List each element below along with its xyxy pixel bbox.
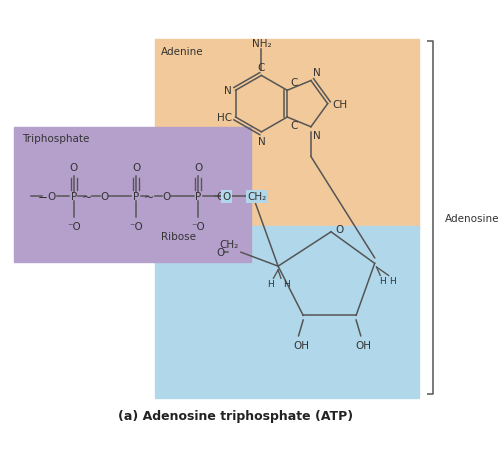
Text: HC: HC (217, 113, 232, 123)
Bar (155, 227, 419, 398)
Text: ⁻O: ⁻O (192, 221, 205, 231)
Text: OH: OH (293, 340, 309, 350)
Text: O: O (222, 192, 231, 202)
Text: OH: OH (355, 340, 371, 350)
Text: P: P (133, 192, 139, 202)
Bar (15, 128, 251, 262)
Text: ~: ~ (81, 190, 92, 203)
Text: N: N (313, 67, 321, 78)
Text: N: N (313, 131, 321, 141)
Text: O: O (216, 248, 225, 257)
Text: −: − (38, 190, 48, 203)
Text: CH₂: CH₂ (247, 192, 267, 202)
Text: NH₂: NH₂ (251, 39, 271, 49)
Text: C: C (290, 121, 297, 130)
Text: ⁻O: ⁻O (67, 221, 81, 231)
Text: P: P (71, 192, 77, 202)
Text: C: C (258, 62, 265, 73)
Text: Ribose: Ribose (161, 231, 196, 241)
Text: ~: ~ (144, 190, 154, 203)
Text: O: O (163, 192, 171, 202)
Text: N: N (224, 86, 232, 96)
Text: Adenine: Adenine (161, 47, 204, 57)
Bar (155, 39, 419, 230)
Text: H: H (390, 277, 396, 286)
Text: Adenosine: Adenosine (445, 213, 500, 224)
Text: H: H (267, 280, 274, 289)
Text: C: C (290, 78, 297, 88)
Text: O: O (217, 192, 225, 202)
Text: ⁻O: ⁻O (129, 221, 143, 231)
Text: P: P (195, 192, 202, 202)
Text: H: H (283, 280, 289, 289)
Text: Triphosphate: Triphosphate (22, 134, 89, 144)
Text: (a) Adenosine triphosphate (ATP): (a) Adenosine triphosphate (ATP) (118, 409, 353, 422)
Text: O: O (132, 163, 140, 173)
Text: O: O (70, 163, 78, 173)
Text: H: H (380, 277, 386, 286)
Text: CH: CH (332, 100, 347, 109)
Text: CH₂: CH₂ (220, 240, 239, 250)
Text: O: O (336, 224, 344, 235)
Text: N: N (258, 136, 265, 146)
Text: O: O (194, 163, 203, 173)
Text: O: O (100, 192, 108, 202)
Text: O: O (47, 192, 55, 202)
